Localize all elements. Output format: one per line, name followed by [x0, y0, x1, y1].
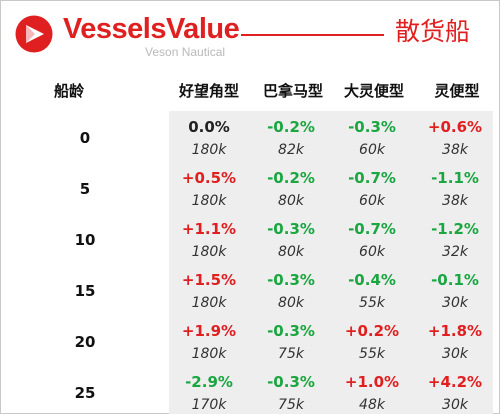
percent-change: +4.2%: [427, 373, 483, 391]
percent-change: -0.3%: [267, 322, 315, 340]
vessel-price: 180k: [191, 142, 227, 158]
table-header-row: 船龄 好望角型 巴拿马型 大灵便型 灵便型: [1, 73, 500, 111]
percent-change: -0.3%: [267, 373, 315, 391]
percent-change: 0.0%: [188, 118, 230, 136]
percent-change: -0.1%: [431, 271, 479, 289]
vessel-price: 180k: [191, 346, 227, 362]
vessel-price: 60k: [359, 193, 385, 209]
percent-change: +1.8%: [427, 322, 483, 340]
percent-change: +1.1%: [181, 220, 237, 238]
vessel-price: 75k: [278, 397, 304, 413]
percent-change: -2.9%: [185, 373, 233, 391]
vessel-price: 180k: [191, 295, 227, 311]
column-header-panamax: 巴拿马型: [262, 82, 323, 100]
percent-change: -0.7%: [348, 169, 396, 187]
vessel-price: 38k: [442, 193, 468, 209]
percent-change: +1.9%: [181, 322, 237, 340]
percent-change: -0.2%: [267, 118, 315, 136]
vessel-price: 80k: [278, 193, 304, 209]
percent-change: -0.3%: [267, 220, 315, 238]
vessel-price: 32k: [442, 244, 468, 260]
header-divider: [241, 34, 384, 36]
vessel-price: 82k: [278, 142, 304, 158]
vessel-price: 60k: [359, 142, 385, 158]
vessel-price: 30k: [442, 295, 468, 311]
vessel-price: 170k: [191, 397, 227, 413]
percent-change: -0.3%: [348, 118, 396, 136]
vessel-price: 180k: [191, 193, 227, 209]
percent-change: -0.4%: [348, 271, 396, 289]
age-cell: 20: [74, 333, 96, 351]
age-cell: 15: [74, 282, 96, 300]
age-cell: 0: [79, 129, 91, 147]
header: VesselsValue Veson Nautical 散货船: [1, 1, 500, 67]
percent-change: -1.2%: [431, 220, 479, 238]
vessel-price: 38k: [442, 142, 468, 158]
age-cell: 10: [74, 231, 96, 249]
percent-change: -1.1%: [431, 169, 479, 187]
percent-change: -0.2%: [267, 169, 315, 187]
vessel-price: 30k: [442, 397, 468, 413]
vessel-price: 80k: [278, 244, 304, 260]
vessel-price: 80k: [278, 295, 304, 311]
percent-change: +0.2%: [344, 322, 400, 340]
percent-change: -0.7%: [348, 220, 396, 238]
column-header-supramax: 大灵便型: [343, 82, 404, 100]
brand-name: VesselsValue: [63, 13, 240, 45]
vessel-price: 55k: [359, 295, 385, 311]
percent-change: -0.3%: [267, 271, 315, 289]
brand-subtitle: Veson Nautical: [145, 45, 226, 59]
vessel-price: 60k: [359, 244, 385, 260]
percent-change: +0.6%: [427, 118, 483, 136]
percent-change: +1.0%: [344, 373, 400, 391]
page-title: 散货船: [395, 17, 471, 46]
age-cell: 25: [74, 384, 96, 402]
percent-change: +0.5%: [181, 169, 237, 187]
age-cell: 5: [79, 180, 91, 198]
vessel-price: 30k: [442, 346, 468, 362]
age-column-header: 船龄: [53, 82, 84, 100]
column-header-capesize: 好望角型: [178, 82, 239, 100]
vessel-price: 55k: [359, 346, 385, 362]
values-background: [169, 111, 493, 414]
vessel-price: 180k: [191, 244, 227, 260]
vesselsvalue-logo-icon: [15, 15, 53, 53]
column-header-handysize: 灵便型: [434, 82, 480, 100]
vessel-price: 48k: [359, 397, 385, 413]
percent-change: +1.5%: [181, 271, 237, 289]
vessel-price: 75k: [278, 346, 304, 362]
